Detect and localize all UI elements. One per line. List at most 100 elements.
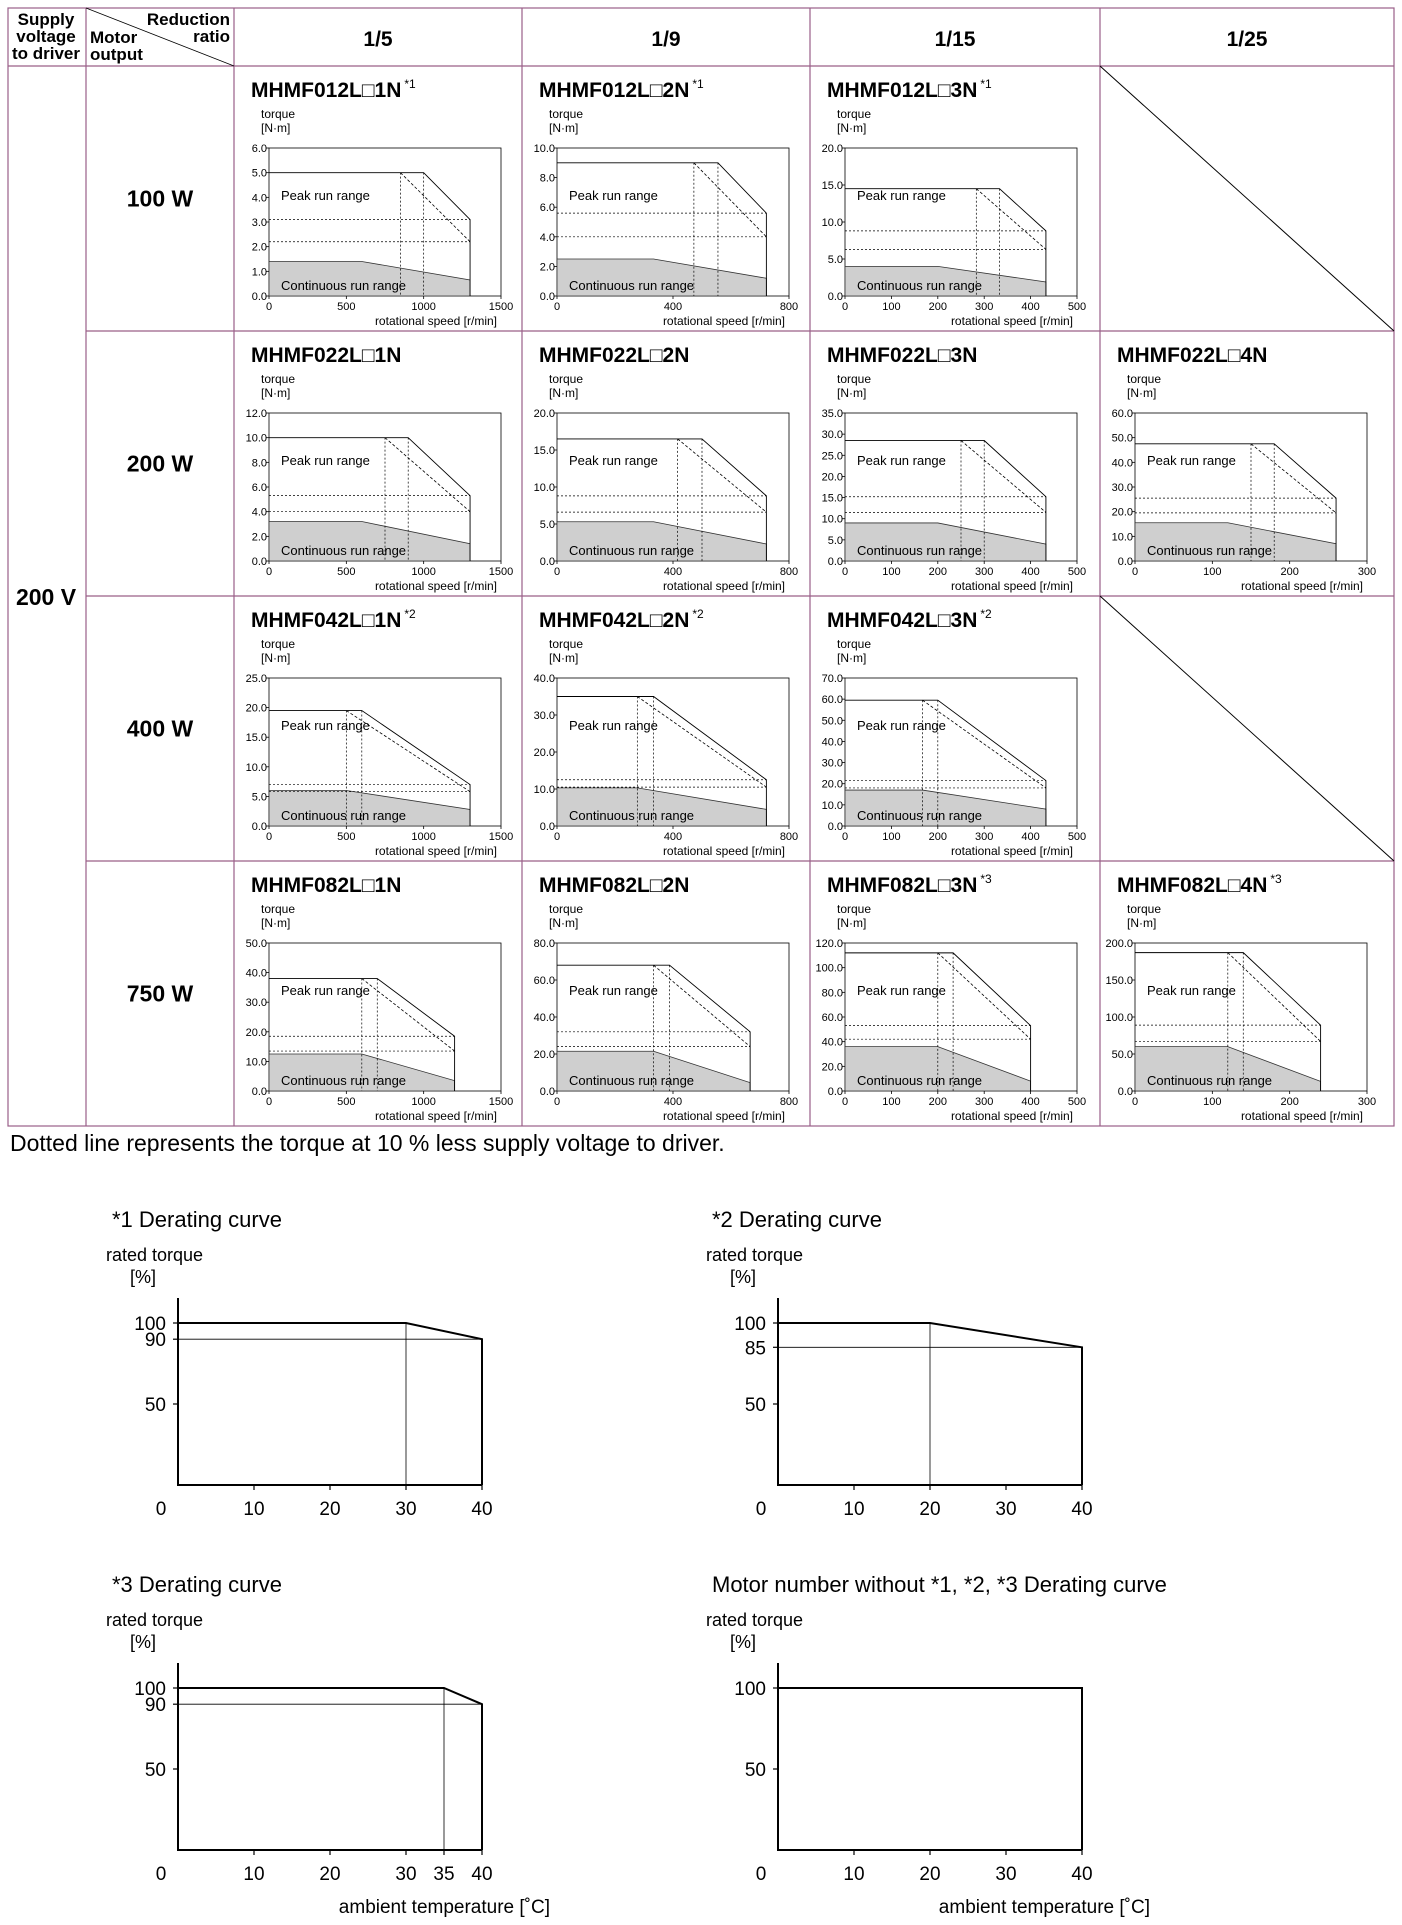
- voltage-label: 200 V: [16, 584, 77, 610]
- x-tick-label: 500: [1068, 301, 1086, 313]
- continuous-run-area: [844, 522, 1047, 562]
- x-tick-label: 0: [842, 831, 848, 843]
- x-axis-label: rotational speed [r/min]: [375, 844, 497, 858]
- y-tick-label: 20.0: [822, 779, 843, 791]
- peak-run-boundary: [845, 188, 1047, 296]
- y-tick-label: 30.0: [822, 758, 843, 770]
- y-tick-label: 2.0: [252, 531, 267, 543]
- x-axis-label: rotational speed [r/min]: [663, 1109, 785, 1123]
- x-axis-label: rotational speed [r/min]: [951, 314, 1073, 328]
- x-axis-label: rotational speed [r/min]: [375, 579, 497, 593]
- x-tick-label: 500: [1068, 566, 1086, 578]
- peak-run-label: Peak run range: [569, 188, 658, 203]
- x-tick-label: 1500: [489, 566, 513, 578]
- peak-run-boundary: [557, 964, 751, 1091]
- y-tick-label: 20.0: [822, 143, 843, 155]
- empty-cell-diagonal: [1099, 65, 1395, 332]
- continuous-run-label: Continuous run range: [857, 278, 982, 293]
- peak-run-label: Peak run range: [1147, 983, 1236, 998]
- footnote-mark: *1: [692, 77, 704, 91]
- y-tick-label: 3.0: [252, 217, 267, 229]
- continuous-run-area: [844, 265, 1047, 297]
- continuous-run-area: [556, 521, 767, 562]
- derating-x-tick-label: 30: [395, 1864, 416, 1885]
- y-axis-label: torque: [837, 902, 871, 916]
- y-tick-label: 120.0: [815, 938, 843, 950]
- x-tick-label: 0: [266, 301, 272, 313]
- model-name: MHMF022L□2N: [539, 344, 689, 367]
- derating-x-tick-label: 35: [433, 1864, 454, 1885]
- derating-x-tick-label: 40: [1071, 1499, 1092, 1520]
- supply-voltage-label: voltage: [16, 27, 76, 46]
- torque-chart: MHMF082L□1N torque[N·m] Peak run range Cont…: [246, 874, 514, 1123]
- y-tick-label: 20.0: [822, 1061, 843, 1073]
- y-tick-label: 35.0: [822, 408, 843, 420]
- x-tick-label: 400: [664, 1096, 682, 1108]
- derating-x-tick-label: 30: [995, 1499, 1016, 1520]
- y-tick-label: 12.0: [246, 408, 267, 420]
- continuous-run-area: [556, 258, 767, 297]
- peak-reduced-line: [1250, 443, 1337, 514]
- derating-x-tick-label: 20: [319, 1864, 340, 1885]
- x-tick-label: 300: [975, 831, 993, 843]
- peak-reduced-line: [384, 437, 471, 512]
- continuous-run-area: [556, 787, 767, 827]
- derating-y-unit: [%]: [730, 1632, 756, 1652]
- x-tick-label: 0: [266, 1096, 272, 1108]
- x-axis-label: rotational speed [r/min]: [375, 1109, 497, 1123]
- torque-chart: MHMF042L□2N *2 torque[N·m] Peak run range Co…: [534, 607, 799, 858]
- x-tick-label: 500: [1068, 831, 1086, 843]
- torque-chart: MHMF012L□3N *1 torque[N·m] Peak run range Co…: [822, 77, 1087, 328]
- torque-chart: MHMF082L□3N *3 torque[N·m] Peak run range Co…: [815, 872, 1086, 1123]
- supply-voltage-label: to driver: [12, 44, 80, 63]
- x-tick-label: 800: [780, 301, 798, 313]
- y-axis-unit: [N·m]: [261, 121, 290, 135]
- derating-y-tick-label: 85: [745, 1338, 766, 1359]
- model-name: MHMF042L□1N: [251, 609, 401, 632]
- x-tick-label: 0: [1132, 566, 1138, 578]
- model-name: MHMF082L□4N: [1117, 874, 1267, 897]
- x-tick-label: 0: [554, 1096, 560, 1108]
- x-tick-label: 100: [882, 831, 900, 843]
- derating-y-tick-label: 50: [745, 1760, 766, 1781]
- derating-x-tick-label: 10: [243, 1499, 264, 1520]
- y-tick-label: 60.0: [822, 1012, 843, 1024]
- x-axis-label: rotational speed [r/min]: [1241, 579, 1363, 593]
- y-axis-unit: [N·m]: [837, 916, 866, 930]
- y-axis-label: torque: [261, 902, 295, 916]
- x-tick-label: 400: [1021, 1096, 1039, 1108]
- motor-output-label: output: [90, 45, 143, 64]
- y-tick-label: 20.0: [534, 1049, 555, 1061]
- peak-run-boundary: [1135, 443, 1337, 561]
- continuous-run-label: Continuous run range: [569, 278, 694, 293]
- y-axis-unit: [N·m]: [837, 121, 866, 135]
- y-axis-unit: [N·m]: [549, 651, 578, 665]
- x-tick-label: 400: [1021, 831, 1039, 843]
- derating-y-tick-label: 50: [145, 1760, 166, 1781]
- peak-reduced-line: [361, 978, 455, 1052]
- peak-reduced-line: [637, 696, 767, 788]
- derating-y-tick-label: 50: [745, 1395, 766, 1416]
- derating-y-tick-label: 50: [145, 1395, 166, 1416]
- y-axis-label: torque: [1127, 372, 1161, 386]
- y-axis-unit: [N·m]: [1127, 916, 1156, 930]
- x-tick-label: 300: [975, 566, 993, 578]
- x-axis-label: rotational speed [r/min]: [951, 579, 1073, 593]
- y-axis-label: torque: [549, 107, 583, 121]
- x-tick-label: 100: [1203, 1096, 1221, 1108]
- x-axis-label: rotational speed [r/min]: [663, 844, 785, 858]
- model-name: MHMF012L□1N: [251, 79, 401, 102]
- continuous-run-area: [844, 1046, 1032, 1092]
- x-tick-label: 1000: [411, 1096, 435, 1108]
- model-name: MHMF022L□4N: [1117, 344, 1267, 367]
- derating-y-label: rated torque: [106, 1610, 203, 1630]
- y-tick-label: 15.0: [822, 493, 843, 505]
- derating-axes: [177, 1663, 482, 1851]
- derating-y-tick-label: 90: [145, 1330, 166, 1351]
- y-tick-label: 6.0: [540, 202, 555, 214]
- y-tick-label: 10.0: [246, 1056, 267, 1068]
- y-tick-label: 50.0: [1112, 1049, 1133, 1061]
- x-tick-label: 400: [1021, 566, 1039, 578]
- y-tick-label: 30.0: [246, 997, 267, 1009]
- footnote-mark: *1: [404, 77, 416, 91]
